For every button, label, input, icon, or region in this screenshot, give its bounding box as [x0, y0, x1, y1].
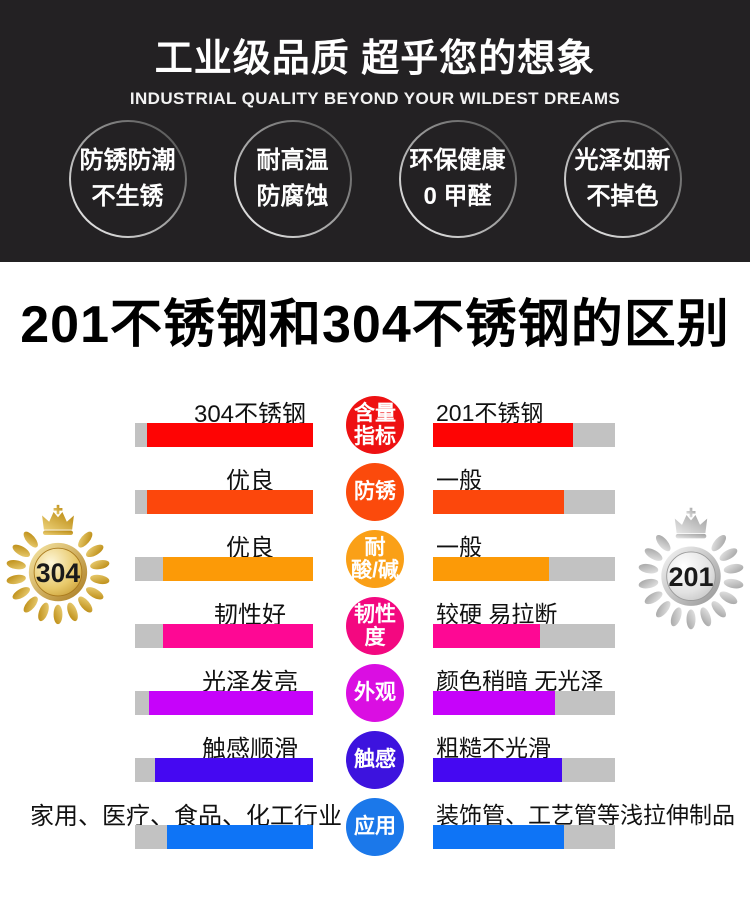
category-circle: 防锈 [346, 463, 404, 521]
right-bar-fill [433, 624, 541, 648]
category-line: 指标 [354, 425, 396, 448]
right-bar [433, 624, 615, 648]
badge-304: 304 [5, 500, 111, 630]
right-bar [433, 758, 615, 782]
laurel-wreath-gold-icon: 304 [6, 504, 110, 625]
right-bar [433, 490, 615, 514]
right-bar-fill [433, 691, 555, 715]
category-line: 触感 [354, 748, 396, 772]
category-circle: 含量 指标 [346, 396, 404, 454]
left-bar [135, 423, 313, 447]
left-bar [135, 691, 313, 715]
badge-number: 304 [36, 558, 80, 588]
right-bar-fill [433, 490, 565, 514]
row-right-label: 较硬 易拉断 [436, 601, 558, 627]
comparison-row-content: 304不锈钢 201不锈钢 含量 指标 [0, 393, 750, 460]
right-bar-fill [433, 758, 563, 782]
crown-icon [674, 507, 708, 539]
left-bar [135, 758, 313, 782]
category-line: 酸/碱 [351, 559, 399, 582]
category-circle: 应用 [346, 798, 404, 856]
category-line: 耐 [364, 535, 386, 559]
header-section: 工业级品质 超乎您的想象 INDUSTRIAL QUALITY BEYOND Y… [0, 0, 750, 262]
comparison-row-acid: 优良 一般 耐 酸/碱 [0, 527, 750, 594]
crown-icon [42, 504, 74, 535]
left-bar [135, 825, 313, 849]
category-line: 防锈 [354, 480, 396, 504]
row-right-label: 一般 [436, 534, 482, 560]
wreath-leaves [638, 534, 744, 630]
laurel-wreath-silver-icon: 201 [638, 507, 744, 630]
row-right-label: 装饰管、工艺管等浅拉伸制品 [436, 802, 735, 828]
row-right-label: 201不锈钢 [436, 400, 544, 426]
feature-circle-luster: 光泽如新 不掉色 [564, 120, 682, 238]
row-left-label: 光泽发亮 [202, 669, 298, 696]
comparison-table: 304不锈钢 201不锈钢 含量 指标 优良 一般 防锈 优良 一般 [0, 393, 750, 862]
left-bar-fill [147, 490, 313, 514]
category-line: 韧性 [354, 602, 396, 626]
row-left-label: 韧性好 [214, 602, 286, 629]
row-left-label: 触感顺滑 [202, 736, 298, 763]
right-bar-fill [433, 423, 574, 447]
row-left-label: 优良 [226, 535, 274, 562]
comparison-row-touch: 触感顺滑 粗糙不光滑 触感 [0, 728, 750, 795]
right-bar-fill [433, 557, 550, 581]
category-circle: 耐 酸/碱 [346, 530, 404, 588]
medal-face [666, 551, 716, 601]
category-line: 度 [364, 626, 386, 649]
left-bar-fill [163, 624, 313, 648]
right-bar [433, 423, 615, 447]
category-line: 含量 [354, 401, 396, 425]
row-right-label: 颜色稍暗 无光泽 [436, 668, 604, 694]
row-left-label: 优良 [226, 468, 274, 495]
feature-circle-eco: 环保健康 0 甲醛 [399, 120, 517, 238]
comparison-row-appearance: 光泽发亮 颜色稍暗 无光泽 外观 [0, 661, 750, 728]
feature-line: 光泽如新 [574, 147, 671, 174]
feature-line: 不生锈 [91, 183, 164, 210]
category-line: 外观 [354, 681, 396, 705]
left-bar [135, 624, 313, 648]
right-bar [433, 557, 615, 581]
left-bar-fill [163, 557, 313, 581]
right-bar [433, 825, 615, 849]
left-bar-fill [154, 758, 313, 782]
row-right-label: 一般 [436, 467, 482, 493]
left-bar-fill [167, 825, 313, 849]
feature-circles: 防锈防潮 不生锈 耐高温 防腐蚀 环保健康 0 甲醛 光泽如新 不掉色 [0, 120, 750, 238]
feature-circle-heatproof: 耐高温 防腐蚀 [234, 120, 352, 238]
comparison-row-toughness: 韧性好 较硬 易拉断 韧性 度 [0, 594, 750, 661]
left-bar [135, 490, 313, 514]
feature-line: 耐高温 [256, 147, 329, 174]
row-left-label: 家用、医疗、食品、化工行业 [30, 803, 342, 830]
feature-line: 不掉色 [586, 183, 659, 210]
left-bar [135, 557, 313, 581]
badge-201: 201 [637, 506, 745, 632]
feature-line: 防锈防潮 [79, 147, 176, 174]
medal-face [33, 547, 83, 597]
section-title: 201不锈钢和304不锈钢的区别 [20, 296, 730, 354]
left-bar-fill [147, 423, 313, 447]
header-subtitle: INDUSTRIAL QUALITY BEYOND YOUR WILDEST D… [129, 89, 621, 108]
row-right-label: 粗糙不光滑 [436, 735, 551, 761]
feature-circle-rustproof: 防锈防潮 不生锈 [69, 120, 187, 238]
comparison-row-rustproof: 优良 一般 防锈 [0, 460, 750, 527]
feature-line: 防腐蚀 [256, 183, 329, 210]
badge-number: 201 [668, 562, 713, 592]
left-bar-fill [149, 691, 313, 715]
row-left-label: 304不锈钢 [193, 401, 307, 428]
header-title: 工业级品质 超乎您的想象 [154, 38, 596, 80]
feature-line: 环保健康 [409, 147, 506, 174]
right-bar-fill [433, 825, 565, 849]
category-line: 应用 [354, 815, 396, 839]
wreath-leaves [6, 531, 110, 625]
feature-line: 0 甲醛 [423, 183, 492, 210]
category-circle: 外观 [346, 664, 404, 722]
right-bar [433, 691, 615, 715]
category-circle: 触感 [346, 731, 404, 789]
category-circle: 韧性 度 [346, 597, 404, 655]
comparison-row-application: 家用、医疗、食品、化工行业 装饰管、工艺管等浅拉伸制品 应用 [0, 795, 750, 862]
